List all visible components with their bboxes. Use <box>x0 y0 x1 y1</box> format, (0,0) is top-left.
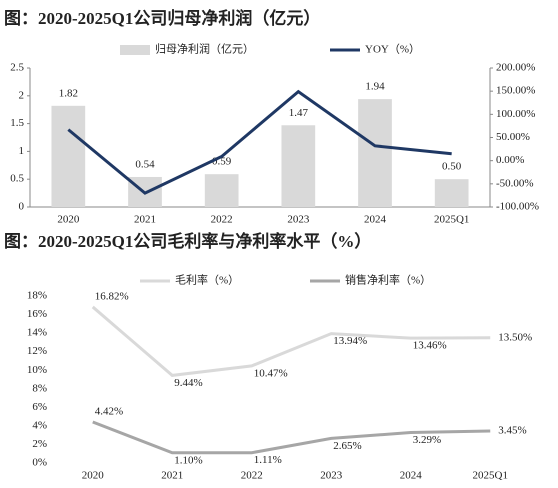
x-tick-label: 2020 <box>57 214 80 226</box>
y2-tick-label: -50.00% <box>496 177 534 189</box>
x-tick-label: 2024 <box>400 470 423 482</box>
line <box>91 305 491 377</box>
y-tick-label: 18% <box>27 290 47 302</box>
x-tick-label: 2023 <box>287 214 310 226</box>
y-tick-label: 1.5 <box>10 117 24 129</box>
value-label: 0.50 <box>442 161 462 173</box>
y-tick-label: 1 <box>19 145 25 157</box>
y-tick-label: 8% <box>32 382 47 394</box>
value-label: 3.29% <box>413 434 441 446</box>
y2-tick-label: 100.00% <box>496 108 535 120</box>
value-label: 13.50% <box>498 331 532 343</box>
y-tick-label: 2 <box>19 89 25 101</box>
x-tick-label: 2025Q1 <box>434 214 469 226</box>
value-label: 13.46% <box>413 340 447 352</box>
bar <box>358 99 392 207</box>
value-label: 1.82 <box>59 87 78 99</box>
value-label: 1.10% <box>174 454 202 466</box>
y-tick-label: 0 <box>19 201 25 213</box>
bar <box>204 174 239 207</box>
y2-tick-label: 0.00% <box>496 154 524 166</box>
y-tick-label: 0% <box>32 457 47 469</box>
x-tick-label: 2020 <box>82 470 105 482</box>
y-tick-label: 6% <box>32 401 47 413</box>
value-label: 16.82% <box>95 290 129 302</box>
value-label: 0.54 <box>135 159 155 171</box>
y-tick-label: 10% <box>27 364 47 376</box>
y-tick-label: 16% <box>27 308 47 320</box>
line <box>67 89 452 195</box>
value-label: 13.94% <box>333 335 367 347</box>
value-label: 10.47% <box>254 367 288 379</box>
legend-label: YOY（%） <box>365 43 420 56</box>
y2-tick-label: 200.00% <box>496 62 535 74</box>
bar <box>434 179 469 207</box>
value-label: 9.44% <box>174 377 202 389</box>
y-tick-label: 2.5 <box>10 62 24 74</box>
y-tick-label: 0.5 <box>10 173 24 185</box>
value-label: 3.45% <box>498 425 526 437</box>
legend-label: 毛利率（%） <box>175 273 239 287</box>
line <box>92 420 491 455</box>
chart-title: 图：2020-2025Q1公司归母净利润（亿元） <box>4 8 320 28</box>
value-label: 4.42% <box>95 406 123 418</box>
y2-tick-label: -100.00% <box>496 201 539 213</box>
x-tick-label: 2021 <box>161 470 183 482</box>
y-tick-label: 12% <box>27 345 47 357</box>
bar <box>281 125 316 207</box>
legend-label: 销售净利率（%） <box>345 273 431 287</box>
y-tick-label: 14% <box>27 327 47 339</box>
legend-label: 归母净利润（亿元） <box>155 42 254 56</box>
x-tick-label: 2023 <box>320 470 343 482</box>
value-label: 1.47 <box>289 107 309 119</box>
y-tick-label: 2% <box>32 438 47 450</box>
x-tick-label: 2022 <box>211 214 233 226</box>
legend-swatch <box>120 45 150 55</box>
x-tick-label: 2022 <box>241 470 263 482</box>
value-label: 1.94 <box>365 81 385 93</box>
x-tick-label: 2021 <box>134 214 156 226</box>
x-tick-label: 2024 <box>364 214 387 226</box>
y-tick-label: 4% <box>32 419 47 431</box>
value-label: 1.11% <box>254 454 282 466</box>
chart-title: 图：2020-2025Q1公司毛利率与净利率水平（%） <box>4 231 371 251</box>
value-label: 2.65% <box>333 440 361 452</box>
y2-tick-label: 150.00% <box>496 85 535 97</box>
y2-tick-label: 50.00% <box>496 131 530 143</box>
x-tick-label: 2025Q1 <box>473 470 508 482</box>
bar <box>51 105 86 207</box>
